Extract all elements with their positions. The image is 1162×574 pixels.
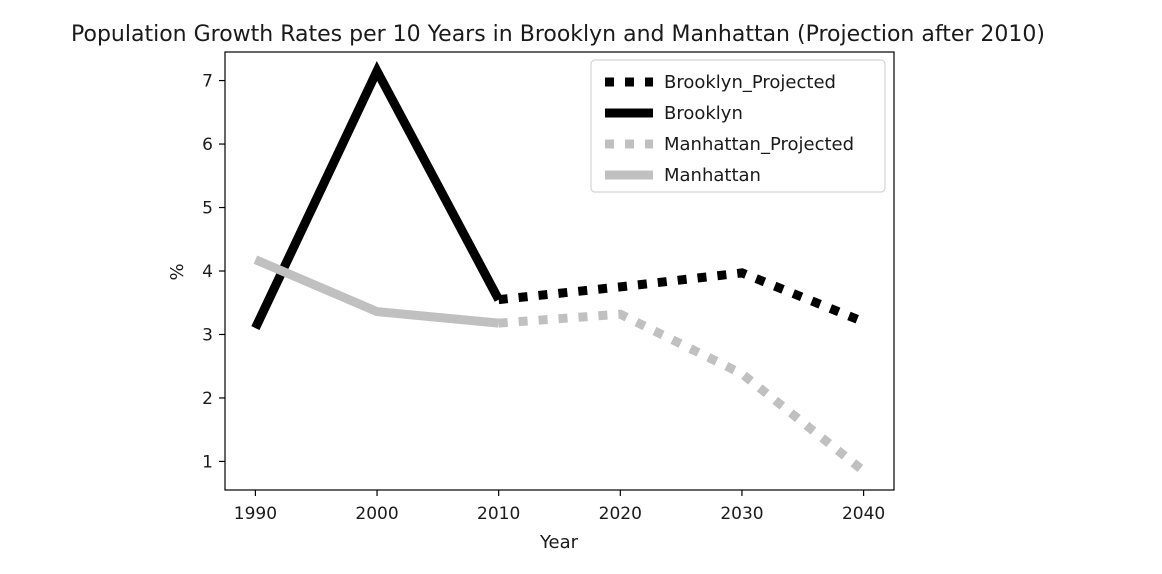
series-line-brooklyn bbox=[251, 60, 503, 331]
y-tick-label-2: 2 bbox=[202, 389, 213, 409]
x-axis: 1990 2000 2010 2020 2030 2040 bbox=[234, 490, 885, 524]
legend-label-manhattan: Manhattan bbox=[664, 165, 761, 186]
x-tick-label-2000: 2000 bbox=[355, 504, 398, 524]
x-tick-label-2010: 2010 bbox=[477, 504, 520, 524]
x-tick-label-2030: 2030 bbox=[720, 504, 763, 524]
x-tick-label-1990: 1990 bbox=[234, 504, 277, 524]
y-tick-label-3: 3 bbox=[202, 325, 213, 345]
y-axis-label: % bbox=[167, 263, 188, 280]
x-tick-label-2020: 2020 bbox=[599, 504, 642, 524]
x-tick-label-2040: 2040 bbox=[842, 504, 885, 524]
series-line-manhattan-projected bbox=[498, 309, 867, 475]
y-tick-label-6: 6 bbox=[202, 135, 213, 155]
plot-area bbox=[251, 60, 867, 475]
x-axis-label: Year bbox=[539, 532, 579, 553]
series-line-manhattan bbox=[253, 255, 500, 328]
y-tick-label-7: 7 bbox=[202, 72, 213, 92]
series-line-brooklyn-projected bbox=[498, 268, 866, 326]
y-tick-label-5: 5 bbox=[202, 199, 213, 219]
legend-label-brooklyn-projected: Brooklyn_Projected bbox=[664, 72, 836, 93]
chart-title: Population Growth Rates per 10 Years in … bbox=[71, 22, 1045, 47]
legend: Brooklyn_Projected Brooklyn Manhattan_Proj… bbox=[590, 59, 886, 193]
legend-label-manhattan-projected: Manhattan_Projected bbox=[664, 134, 854, 155]
legend-frame bbox=[590, 59, 886, 193]
y-tick-label-1: 1 bbox=[202, 452, 213, 472]
legend-label-brooklyn: Brooklyn bbox=[664, 103, 743, 124]
y-axis: 1 2 3 4 5 6 7 bbox=[202, 72, 225, 472]
y-tick-label-4: 4 bbox=[202, 262, 213, 282]
